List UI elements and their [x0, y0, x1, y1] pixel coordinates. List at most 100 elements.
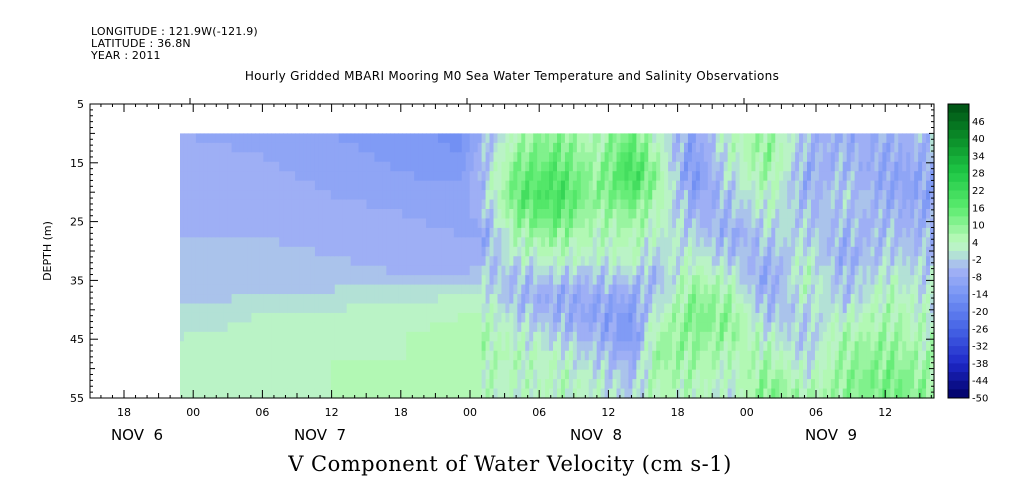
field-cell — [612, 246, 618, 257]
field-cell — [751, 284, 757, 295]
field-cell — [648, 227, 653, 238]
field-cell — [763, 171, 768, 182]
field-cell — [469, 360, 475, 371]
field-cell — [398, 133, 403, 144]
field-cell — [779, 133, 784, 144]
field-cell — [664, 360, 669, 371]
field-cell — [850, 218, 856, 229]
field-cell — [799, 227, 804, 238]
field-cell — [517, 218, 522, 229]
field-cell — [283, 341, 288, 352]
field-cell — [334, 388, 340, 399]
field-cell — [699, 142, 705, 153]
field-cell — [719, 350, 725, 361]
field-cell — [485, 331, 491, 342]
field-cell — [568, 199, 574, 210]
field-cell — [564, 246, 570, 257]
field-cell — [723, 190, 729, 201]
field-cell — [672, 360, 677, 371]
field-cell — [410, 388, 415, 399]
field-cell — [461, 218, 467, 229]
field-cell — [501, 209, 507, 220]
field-cell — [398, 199, 403, 210]
field-cell — [406, 133, 411, 144]
field-cell — [310, 331, 316, 342]
field-cell — [211, 294, 217, 305]
field-cell — [295, 142, 300, 153]
field-cell — [390, 312, 395, 323]
field-cell — [426, 171, 431, 182]
field-cell — [529, 350, 534, 361]
field-cell — [822, 246, 828, 257]
field-cell — [680, 350, 685, 361]
field-cell — [763, 180, 768, 191]
field-cell — [541, 246, 546, 257]
field-cell — [810, 265, 816, 276]
field-cell — [326, 350, 332, 361]
field-cell — [211, 341, 217, 352]
field-cell — [727, 246, 733, 257]
field-cell — [263, 209, 268, 220]
field-cell — [366, 331, 372, 342]
field-cell — [362, 322, 368, 333]
field-cell — [457, 303, 463, 314]
field-cell — [398, 227, 403, 238]
field-cell — [882, 171, 887, 182]
field-cell — [350, 152, 356, 163]
field-cell — [215, 246, 221, 257]
field-cell — [477, 180, 483, 191]
field-cell — [529, 209, 534, 220]
field-cell — [640, 294, 645, 305]
field-cell — [882, 218, 887, 229]
field-cell — [672, 350, 677, 361]
field-cell — [683, 275, 689, 286]
field-cell — [215, 265, 221, 276]
field-cell — [537, 360, 542, 371]
field-cell — [505, 152, 510, 163]
field-cell — [668, 265, 673, 276]
field-cell — [818, 360, 824, 371]
field-cell — [775, 237, 780, 248]
field-cell — [477, 294, 483, 305]
field-cell — [592, 246, 598, 257]
field-cell — [461, 341, 467, 352]
field-cell — [818, 190, 824, 201]
field-cell — [219, 294, 225, 305]
field-cell — [513, 369, 518, 380]
field-cell — [632, 369, 637, 380]
field-cell — [767, 294, 772, 305]
field-cell — [358, 161, 364, 172]
field-cell — [723, 379, 729, 390]
field-cell — [207, 133, 213, 144]
field-cell — [560, 256, 566, 267]
field-cell — [783, 322, 788, 333]
field-cell — [318, 303, 324, 314]
field-cell — [707, 331, 713, 342]
field-cell — [449, 379, 455, 390]
field-cell — [588, 369, 594, 380]
field-cell — [739, 180, 745, 191]
field-cell — [263, 199, 268, 210]
field-cell — [382, 199, 387, 210]
field-cell — [648, 322, 653, 333]
field-cell — [695, 312, 701, 323]
field-cell — [426, 199, 431, 210]
field-cell — [878, 275, 884, 286]
field-cell — [763, 218, 768, 229]
field-cell — [676, 284, 681, 295]
field-cell — [787, 256, 792, 267]
field-cell — [739, 161, 745, 172]
field-cell — [251, 142, 256, 153]
field-cell — [846, 152, 852, 163]
field-cell — [203, 322, 209, 333]
field-cell — [699, 294, 705, 305]
field-cell — [850, 322, 856, 333]
field-cell — [410, 256, 415, 267]
field-cell — [243, 152, 249, 163]
field-cell — [402, 379, 407, 390]
field-cell — [676, 209, 681, 220]
field-cell — [441, 331, 447, 342]
field-cell — [664, 218, 669, 229]
field-cell — [834, 190, 840, 201]
field-cell — [771, 265, 776, 276]
